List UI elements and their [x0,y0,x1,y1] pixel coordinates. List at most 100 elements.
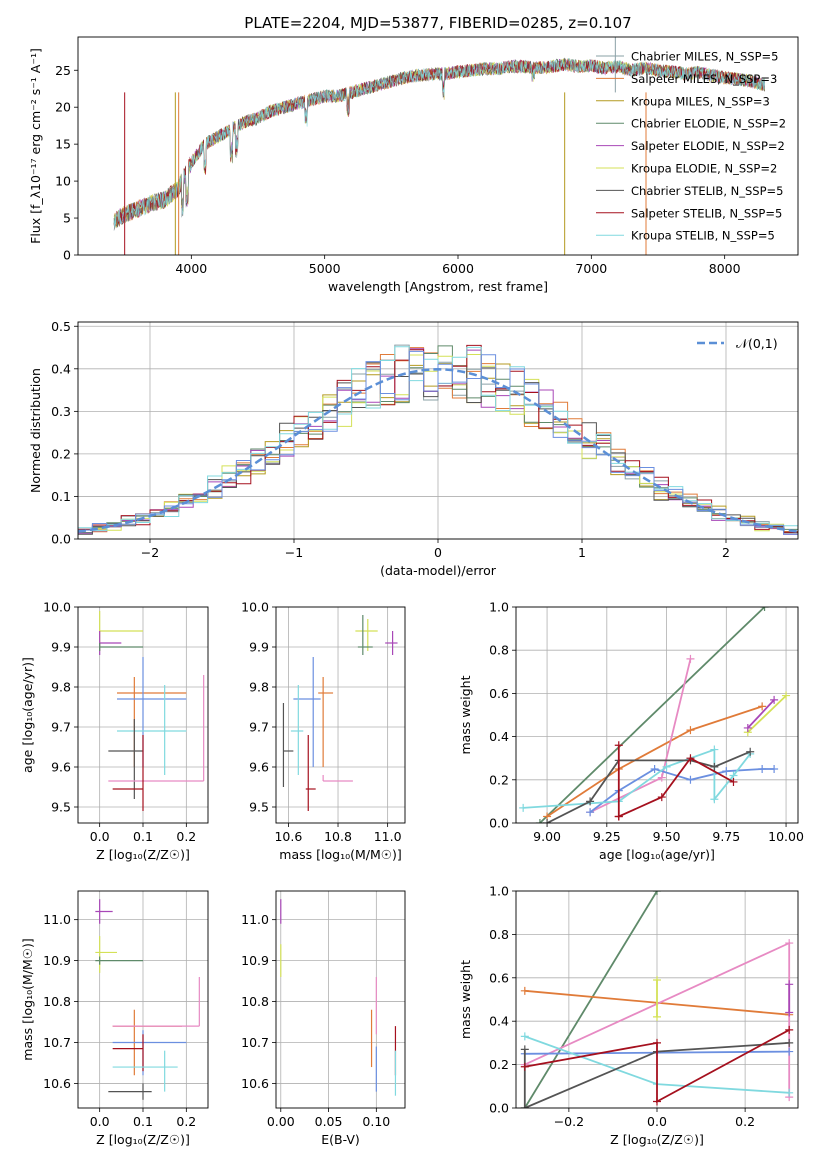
errorbar-point [293,657,321,767]
y-tick-label: 0.2 [489,1057,509,1072]
errorbar-point [95,936,117,973]
y-tick-label: 10.9 [43,953,71,968]
x-tick-label: −2 [141,545,159,560]
x-tick-label: 8000 [709,261,741,276]
weight-line [539,607,766,823]
weight-marker [743,723,752,732]
y-tick-label: 0.2 [51,446,71,461]
weight-marker [686,726,695,735]
spectrum-line [113,58,765,228]
y-tick-label: 0.0 [489,816,509,831]
panel-histogram: −2 −1 0 1 2 0.0 0.1 0.2 0.3 0.4 0.5 (data-model)/er… [28,319,799,578]
legend-label: Salpeter STELIB, N_SSP=5 [631,206,782,220]
weight-marker [785,980,794,989]
spectrum-line [113,58,765,230]
panel-weight_vs_Z: −0.2 0.0 0.2 0.0 0.2 0.4 0.6 0.8 1.0 Z [log₁₀(Z/Z… [458,884,799,1147]
errorbar-point [108,719,143,799]
y-tick-label: 0 [63,248,71,263]
x-axis-label: Z [log₁₀(Z/Z☉)] [96,847,190,862]
weight-marker [653,975,661,984]
weight-marker [520,1062,529,1071]
weight-marker [785,1088,794,1097]
y-tick-label: 0.8 [489,927,509,942]
y-tick-label: 15 [55,137,71,152]
x-tick-label: 9.00 [533,829,561,844]
x-tick-label: 11.0 [374,829,402,844]
plot-area [282,615,398,811]
y-tick-label: 9.5 [249,800,269,815]
errorbar-point [385,631,398,655]
weight-marker [520,986,529,995]
weight-marker [710,745,719,754]
x-tick-label: 5000 [309,261,341,276]
panel-mass_vs_ebv: 0.00 0.05 0.10 10.6 10.7 10.8 10.9 11.0 E(B-V) [241,890,406,1147]
weight-marker [758,765,767,773]
legend-label: Chabrier MILES, N_SSP=5 [631,50,778,64]
y-tick-label: 9.7 [51,720,71,735]
weight-marker [650,765,659,773]
axes-frame [77,36,799,256]
y-tick-label: 0.4 [489,729,509,744]
x-tick-label: −1 [285,545,303,560]
y-axis-label: Normed distribution [28,368,43,493]
spectrum-line [113,57,765,230]
weight-marker [519,803,528,812]
y-tick-label: 10.0 [241,600,269,615]
weight-marker [543,819,552,823]
y-tick-label: 0.5 [51,319,71,334]
panel-age_vs_Z: 0.0 0.1 0.2 9.5 9.6 9.7 9.8 9.9 10.0 Z [log₁₀(Z/Z… [20,600,209,862]
x-tick-label: 0.00 [267,1114,295,1129]
weight-marker [785,1047,794,1056]
weight-marker [686,775,695,784]
weight-marker [785,1038,794,1047]
y-tick-label: 11.0 [43,912,71,927]
plot-area [280,899,397,1096]
errorbar-point [318,677,334,767]
weight-marker [758,702,767,711]
x-tick-label: 0.0 [647,1114,667,1129]
y-tick-label: 10.6 [43,1076,71,1091]
legend-label: Salpeter ELODIE, N_SSP=2 [631,139,785,153]
x-tick-label: 0.1 [133,1114,153,1129]
weight-marker [686,754,695,763]
y-tick-label: 0.3 [51,404,71,419]
weight-line [747,694,787,733]
weight-line [546,750,751,823]
figure-title: PLATE=2204, MJD=53877, FIBERID=0285, z=0… [244,14,631,32]
y-tick-label: 11.0 [241,912,269,927]
y-tick-label: 5 [63,211,71,226]
weight-marker [785,1008,794,1017]
x-tick-label: 0.05 [315,1114,343,1129]
x-tick-label: 0.2 [176,1114,196,1129]
y-tick-label: 10.8 [241,994,269,1009]
x-tick-label: 9.25 [593,829,621,844]
weight-line [747,699,775,729]
y-tick-label: 20 [55,100,71,115]
x-tick-label: 0 [434,545,442,560]
errorbar-point [355,619,378,651]
axes-frame [77,890,209,1109]
y-tick-label: 0.6 [489,970,509,985]
weight-marker [586,797,595,806]
weight-marker [535,819,544,823]
weight-marker [614,812,623,821]
weight-marker [586,808,595,817]
weight-marker [760,607,769,611]
x-axis-label: mass [log₁₀(M/M☉)] [279,847,401,862]
x-tick-label: −0.2 [554,1114,584,1129]
y-axis-label: Flux [f_λ10⁻¹⁷ erg cm⁻² s⁻¹ A⁻¹] [28,48,43,244]
y-tick-label: 0.1 [51,489,71,504]
x-tick-label: 9.75 [712,829,740,844]
weight-marker [520,1045,529,1054]
axes-frame [77,606,209,824]
y-tick-label: 9.7 [249,720,269,735]
weight-marker [653,1097,661,1106]
weight-line [546,705,763,818]
axes-frame [275,606,406,824]
x-axis-label: E(B-V) [321,1132,360,1147]
y-tick-label: 9.6 [249,760,269,775]
y-axis-label: age [log₁₀(age/yr)] [20,657,35,773]
weight-marker [710,762,719,771]
panel-spectrum: 4000 5000 6000 7000 8000 0 5 10 15 20 25 wavelength… [28,36,799,294]
y-axis-label: mass [log₁₀(M/M☉)] [20,938,35,1060]
